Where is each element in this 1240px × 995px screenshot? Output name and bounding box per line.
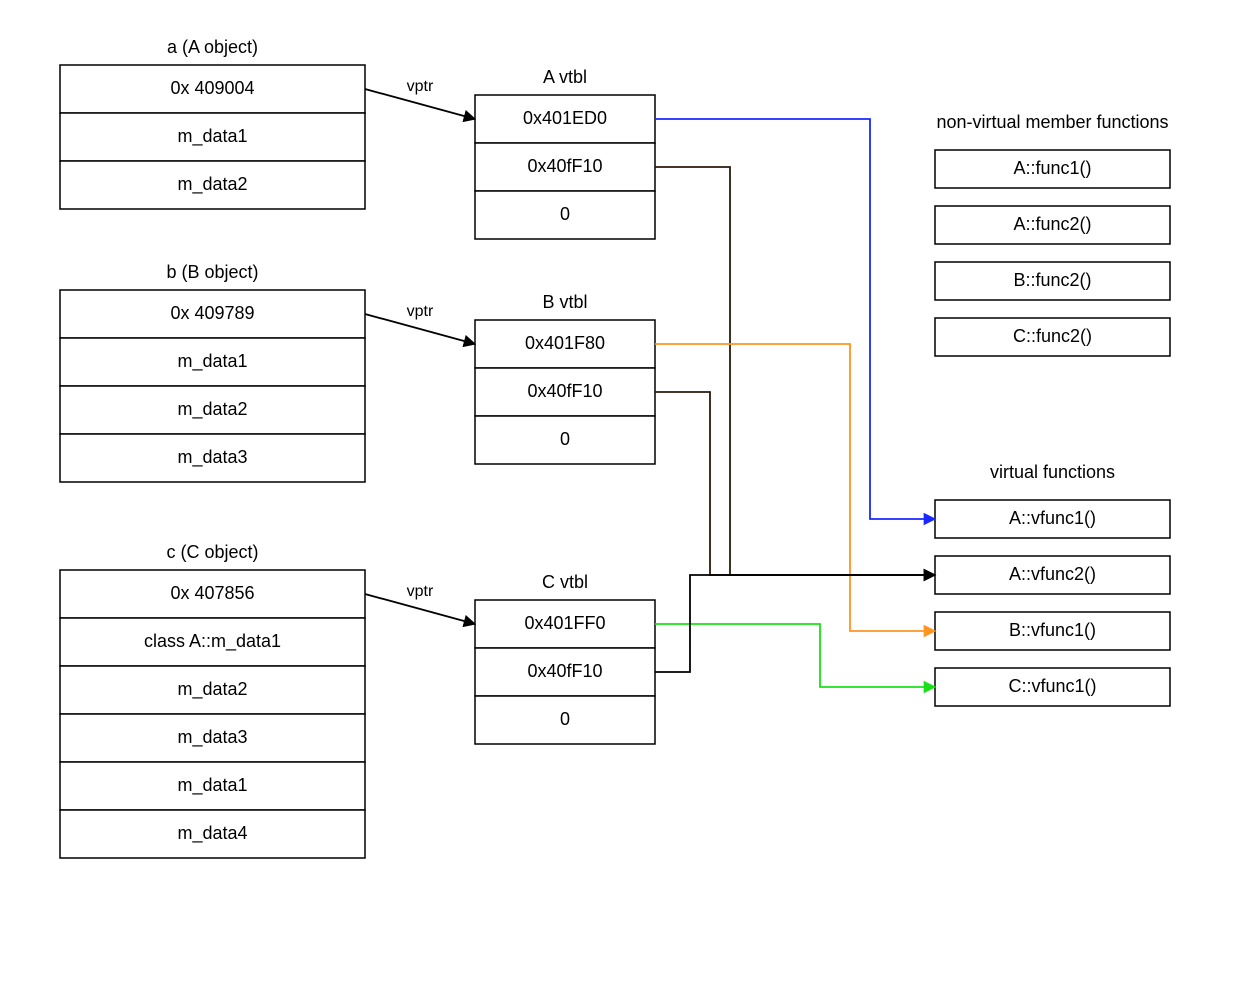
vtbl-func-arrow-4 xyxy=(655,624,935,687)
vptr-label-2: vptr xyxy=(407,583,434,600)
obj-b-cell-3-text: m_data3 xyxy=(177,447,247,468)
nonvirtual-cell-3-text: C::func2() xyxy=(1013,326,1092,346)
virtual-cell-2-text: B::vfunc1() xyxy=(1009,620,1096,640)
obj-c-cell-5-text: m_data4 xyxy=(177,823,247,844)
vtbl-c-cell-0-text: 0x401FF0 xyxy=(524,613,605,633)
virtual-cell-3-text: C::vfunc1() xyxy=(1008,676,1096,696)
vtbl-func-arrow-3 xyxy=(655,392,935,575)
virtual-cell-1-text: A::vfunc2() xyxy=(1009,564,1096,584)
vtbl-b-cell-1-text: 0x40fF10 xyxy=(527,381,602,401)
vtbl-a-cell-1-text: 0x40fF10 xyxy=(527,156,602,176)
vtbl-a-cell-2-text: 0 xyxy=(560,204,570,224)
obj-c-cell-1-text: class A::m_data1 xyxy=(144,631,281,652)
obj-a-cell-2-text: m_data2 xyxy=(177,174,247,195)
obj-a-cell-1-text: m_data1 xyxy=(177,126,247,147)
vtbl-func-arrow-2 xyxy=(655,344,935,631)
obj-c-cell-4-text: m_data1 xyxy=(177,775,247,796)
obj-a-cell-0-text: 0x 409004 xyxy=(170,78,254,98)
vtbl-b-cell-2-text: 0 xyxy=(560,429,570,449)
nonvirtual-cell-1-text: A::func2() xyxy=(1013,214,1091,234)
vtbl-b-cell-0-text: 0x401F80 xyxy=(525,333,605,353)
vtbl-c-title: C vtbl xyxy=(542,572,588,592)
nonvirtual-cell-0-text: A::func1() xyxy=(1013,158,1091,178)
obj-c-title: c (C object) xyxy=(166,542,258,562)
obj-c-cell-0-text: 0x 407856 xyxy=(170,583,254,603)
vtbl-a-cell-0-text: 0x401ED0 xyxy=(523,108,607,128)
nonvirtual-cell-2-text: B::func2() xyxy=(1013,270,1091,290)
vtable-diagram: a (A object)0x 409004m_data1m_data2b (B … xyxy=(0,0,1240,995)
vtbl-a-title: A vtbl xyxy=(543,67,587,87)
obj-b-cell-1-text: m_data1 xyxy=(177,351,247,372)
vtbl-func-arrow-0 xyxy=(655,119,935,519)
vtbl-func-arrow-1 xyxy=(655,167,935,575)
vtbl-c-cell-2-text: 0 xyxy=(560,709,570,729)
vptr-label-0: vptr xyxy=(407,78,434,95)
nonvirtual-title: non-virtual member functions xyxy=(936,112,1168,132)
vtbl-c-cell-1-text: 0x40fF10 xyxy=(527,661,602,681)
obj-a-title: a (A object) xyxy=(167,37,258,57)
vtbl-b-title: B vtbl xyxy=(542,292,587,312)
virtual-cell-0-text: A::vfunc1() xyxy=(1009,508,1096,528)
obj-b-title: b (B object) xyxy=(166,262,258,282)
obj-b-cell-2-text: m_data2 xyxy=(177,399,247,420)
obj-c-cell-2-text: m_data2 xyxy=(177,679,247,700)
obj-b-cell-0-text: 0x 409789 xyxy=(170,303,254,323)
vptr-label-1: vptr xyxy=(407,303,434,320)
obj-c-cell-3-text: m_data3 xyxy=(177,727,247,748)
virtual-title: virtual functions xyxy=(990,462,1115,482)
